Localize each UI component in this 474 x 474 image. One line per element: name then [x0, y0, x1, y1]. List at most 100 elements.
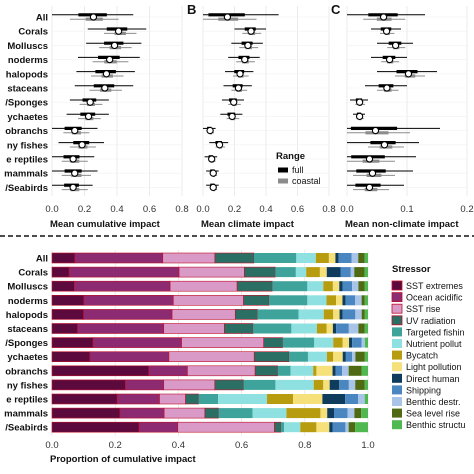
x-tick-label: 0.2	[109, 440, 122, 451]
bar-segment	[77, 323, 165, 334]
stressor-legend-swatch	[392, 420, 402, 430]
bar-segment	[364, 337, 368, 348]
median-point	[365, 155, 374, 163]
median-point	[69, 183, 77, 192]
median-point	[385, 55, 394, 64]
bar-segment	[313, 379, 324, 390]
bar-segment	[316, 323, 327, 334]
x-tick-label: 0.2	[78, 204, 91, 215]
bar-segment	[352, 351, 356, 362]
bar-segment	[51, 266, 70, 278]
bar-segment	[364, 295, 368, 306]
median-point	[380, 141, 389, 149]
bar-segment	[323, 281, 333, 292]
stressor-legend-swatch	[392, 408, 402, 418]
median-point	[71, 126, 79, 135]
median-point	[244, 41, 252, 50]
bar-segment	[332, 323, 337, 334]
median-point	[371, 126, 380, 135]
bar-segment	[253, 351, 290, 363]
bar-segment	[92, 337, 182, 348]
bar-segment	[361, 337, 365, 348]
stressor-legend-swatch	[392, 397, 402, 406]
bar-segment	[204, 407, 219, 419]
stressor-legend-title: Stressor	[392, 264, 431, 275]
panel-letter: C	[331, 2, 341, 17]
bar-segment	[342, 351, 346, 362]
median-point	[106, 55, 114, 64]
x-tick-label: 0.0	[196, 204, 209, 215]
bar-segment	[329, 422, 333, 433]
bar-segment	[218, 408, 253, 419]
bar-segment	[328, 253, 336, 263]
x-tick-label: 0.6	[143, 204, 156, 215]
category-label: obranchs	[5, 366, 48, 377]
bar-segment	[348, 379, 356, 390]
bar-segment	[253, 323, 292, 334]
stressor-legend-label: Nutrient pollut	[406, 339, 462, 349]
bar-segment	[51, 365, 150, 377]
bar-segment	[51, 407, 121, 419]
bar-segment	[307, 295, 327, 306]
bar-segment	[306, 267, 320, 278]
x-tick-label: 0.2	[460, 204, 473, 215]
category-label: ychaetes	[7, 352, 48, 363]
bar-segment	[162, 252, 216, 264]
bar-segment	[342, 365, 349, 376]
x-tick-label: 0.6	[291, 204, 304, 215]
bar-segment	[326, 323, 333, 334]
category-label: /Seabirds	[5, 183, 48, 194]
bar-segment	[243, 379, 276, 390]
category-label: noderms	[8, 296, 48, 307]
bar-segment	[253, 253, 297, 263]
bar-segment	[51, 393, 118, 405]
bar-segment	[198, 394, 219, 404]
bar-segment	[286, 408, 321, 419]
stressor-legend-label: Bycatch	[406, 351, 438, 361]
stressor-legend-swatch	[392, 327, 402, 337]
range-legend-coastal-label: coastal	[292, 176, 321, 186]
bar-segment	[336, 295, 343, 306]
bar-segment	[295, 267, 307, 278]
bar-segment	[354, 267, 365, 278]
bar-segment	[290, 365, 314, 376]
bar-segment	[358, 253, 365, 263]
median-point	[208, 155, 216, 163]
median-point	[215, 141, 224, 149]
bar-segment	[51, 379, 126, 391]
bar-segment	[125, 379, 165, 391]
bar-segment	[326, 295, 337, 306]
bar-segment	[364, 379, 368, 390]
category-label: /Seabirds	[5, 423, 48, 434]
bar-segment	[269, 295, 308, 306]
median-point	[234, 84, 243, 92]
category-label: Molluscs	[7, 282, 48, 293]
bar-segment	[364, 309, 368, 320]
bar-segment	[51, 323, 78, 334]
x-axis-title: Mean cumulative impact	[50, 219, 161, 230]
bar-segment	[349, 337, 353, 348]
category-label: /Sponges	[5, 338, 48, 349]
stressor-legend-swatch	[392, 339, 402, 348]
bar-segment	[51, 309, 84, 320]
bar-segment	[333, 351, 343, 362]
bar-segment	[138, 421, 179, 433]
bar-segment	[332, 281, 340, 292]
median-point	[228, 112, 236, 121]
bar-segment	[338, 253, 352, 263]
category-label: ny fishes	[7, 380, 48, 391]
bar-segment	[51, 252, 76, 264]
median-point	[78, 141, 86, 149]
x-tick-label: 0.8	[175, 204, 188, 215]
bar-segment	[352, 281, 359, 292]
range-legend: Range full coastal	[276, 151, 321, 186]
median-point	[404, 70, 413, 78]
bar-segment	[355, 379, 365, 390]
bar-segment	[323, 379, 330, 390]
median-point	[69, 155, 77, 163]
bar-segment	[291, 323, 317, 334]
bar-segment	[364, 253, 368, 263]
top-panels: All Corals Molluscs noderms halopods staceans…	[4, 2, 473, 230]
bar-segment	[345, 295, 356, 306]
